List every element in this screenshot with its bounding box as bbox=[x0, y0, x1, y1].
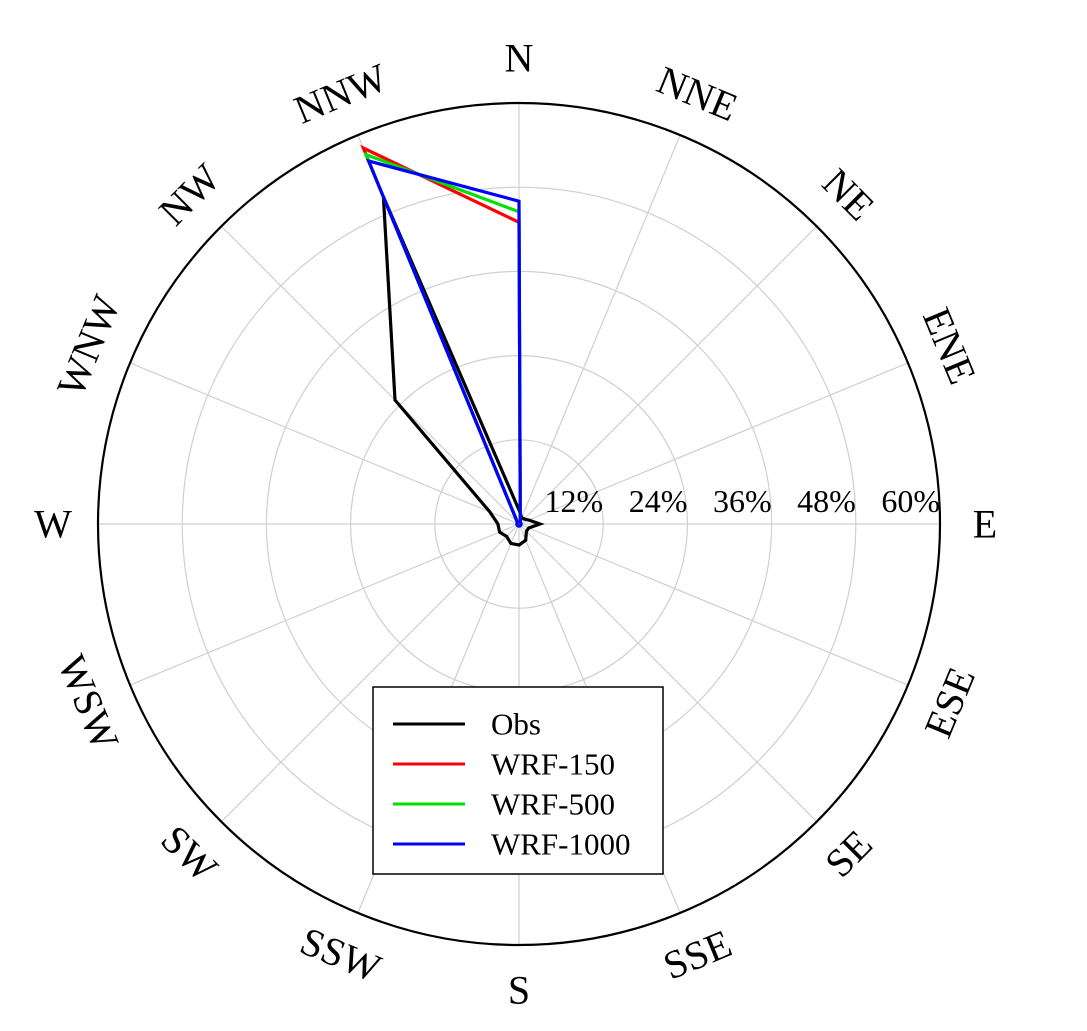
legend: Obs WRF-150 WRF-500 WRF-1000 bbox=[372, 686, 664, 875]
grid-spoke-nne bbox=[518, 134, 681, 525]
grid-spoke-se bbox=[518, 523, 818, 823]
direction-label-ese: ESE bbox=[915, 661, 984, 744]
direction-label-w: W bbox=[34, 502, 72, 547]
grid-spoke-sw bbox=[220, 523, 520, 823]
direction-label-nw: NW bbox=[150, 155, 229, 234]
direction-label-e: E bbox=[973, 502, 997, 547]
radial-tick-label: 48% bbox=[797, 483, 856, 519]
radial-tick-label: 24% bbox=[629, 483, 688, 519]
radial-tick-label: 36% bbox=[713, 483, 772, 519]
direction-label-ene: ENE bbox=[914, 301, 985, 390]
legend-label-wrf-150: WRF-150 bbox=[491, 747, 615, 782]
direction-label-ssw: SSW bbox=[294, 918, 387, 991]
outer-circle bbox=[96, 101, 942, 947]
grid-spoke-wnw bbox=[129, 362, 520, 525]
direction-label-wsw: WSW bbox=[49, 649, 128, 757]
grid-spoke-nw bbox=[220, 225, 520, 525]
series-line-wrf-1000 bbox=[365, 158, 523, 528]
direction-label-wnw: WNW bbox=[48, 289, 130, 403]
direction-label-nnw: NNW bbox=[288, 54, 394, 132]
direction-label-sse: SSE bbox=[657, 921, 738, 989]
legend-label-obs: Obs bbox=[491, 707, 541, 742]
direction-label-sw: SW bbox=[152, 816, 226, 890]
radial-tick-label: 60% bbox=[881, 483, 940, 519]
direction-label-nne: NNE bbox=[651, 57, 744, 130]
grid-spoke-ese bbox=[518, 523, 909, 686]
legend-label-wrf-1000: WRF-1000 bbox=[491, 827, 631, 862]
direction-label-ne: NE bbox=[814, 160, 884, 230]
series-lines bbox=[360, 144, 545, 547]
grid-spoke-wsw bbox=[129, 523, 520, 686]
radial-tick-label: 12% bbox=[545, 483, 604, 519]
legend-label-wrf-500: WRF-500 bbox=[491, 787, 615, 822]
direction-label-se: SE bbox=[816, 821, 881, 886]
grid-spoke-ene bbox=[518, 362, 909, 525]
series-line-obs bbox=[381, 195, 545, 547]
grid-spoke-ne bbox=[518, 225, 818, 525]
direction-label-s: S bbox=[508, 968, 530, 1013]
direction-label-n: N bbox=[505, 36, 534, 81]
